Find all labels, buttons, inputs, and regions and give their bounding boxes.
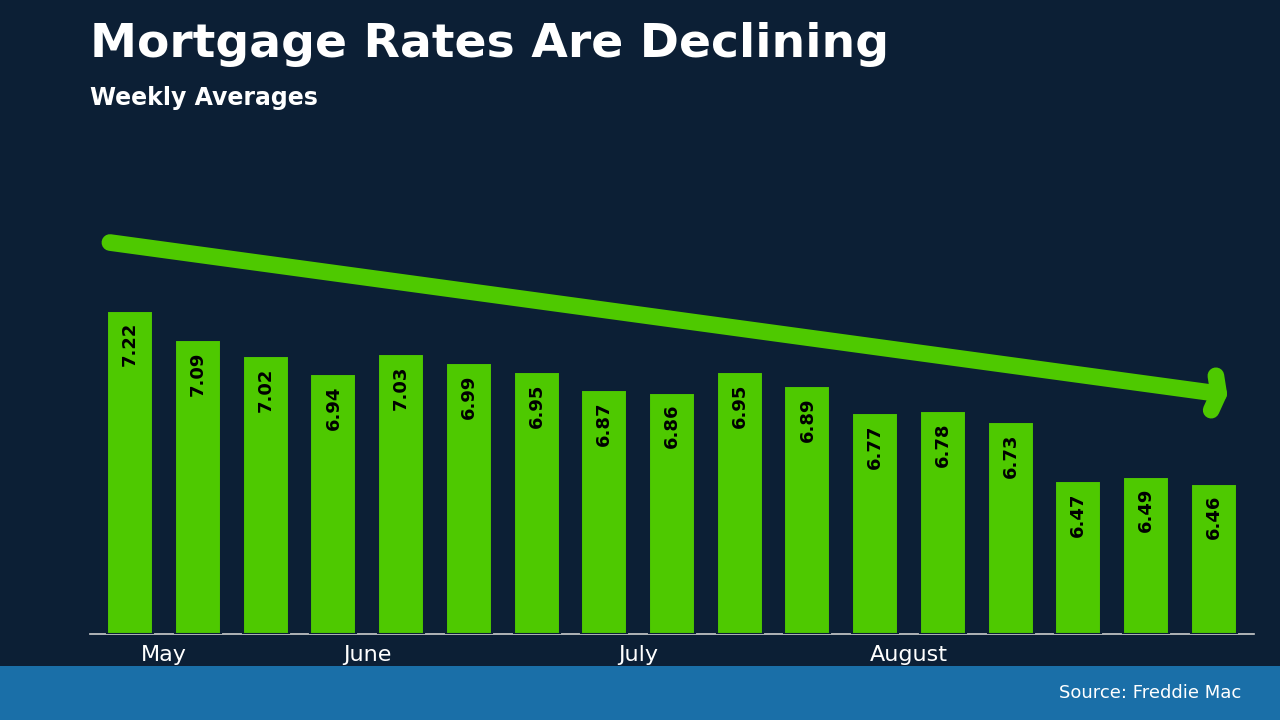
Text: 6.95: 6.95 — [731, 384, 749, 428]
Bar — [1055, 481, 1101, 634]
Bar — [581, 390, 627, 634]
Text: 6.78: 6.78 — [934, 422, 952, 467]
Text: 6.99: 6.99 — [460, 374, 477, 419]
Bar — [785, 386, 831, 634]
Text: 7.02: 7.02 — [257, 368, 275, 412]
Bar — [243, 356, 289, 634]
Text: 6.87: 6.87 — [595, 402, 613, 446]
Bar — [920, 411, 966, 634]
Bar — [378, 354, 424, 634]
Bar — [988, 422, 1034, 634]
Text: 6.49: 6.49 — [1137, 488, 1155, 533]
Text: 7.09: 7.09 — [189, 351, 207, 396]
Bar — [445, 363, 492, 634]
Text: 6.46: 6.46 — [1204, 495, 1222, 539]
Bar — [1123, 477, 1169, 634]
Bar — [852, 413, 899, 634]
Text: 6.94: 6.94 — [324, 386, 342, 430]
Text: 7.22: 7.22 — [122, 322, 140, 366]
Bar — [717, 372, 763, 634]
Text: 6.95: 6.95 — [527, 384, 545, 428]
Text: 6.77: 6.77 — [867, 424, 884, 469]
Text: 6.47: 6.47 — [1069, 492, 1087, 537]
Bar — [513, 372, 559, 634]
Text: 6.73: 6.73 — [1002, 433, 1020, 478]
Bar — [175, 341, 221, 634]
Text: Source: Freddie Mac: Source: Freddie Mac — [1060, 684, 1242, 703]
Bar — [108, 311, 154, 634]
Text: 7.03: 7.03 — [392, 365, 410, 410]
Bar — [649, 392, 695, 634]
Text: 6.86: 6.86 — [663, 404, 681, 449]
Bar — [310, 374, 356, 634]
Bar — [1190, 484, 1236, 634]
Text: Weekly Averages: Weekly Averages — [90, 86, 317, 110]
Text: Mortgage Rates Are Declining: Mortgage Rates Are Declining — [90, 22, 888, 67]
Text: 6.89: 6.89 — [799, 397, 817, 441]
